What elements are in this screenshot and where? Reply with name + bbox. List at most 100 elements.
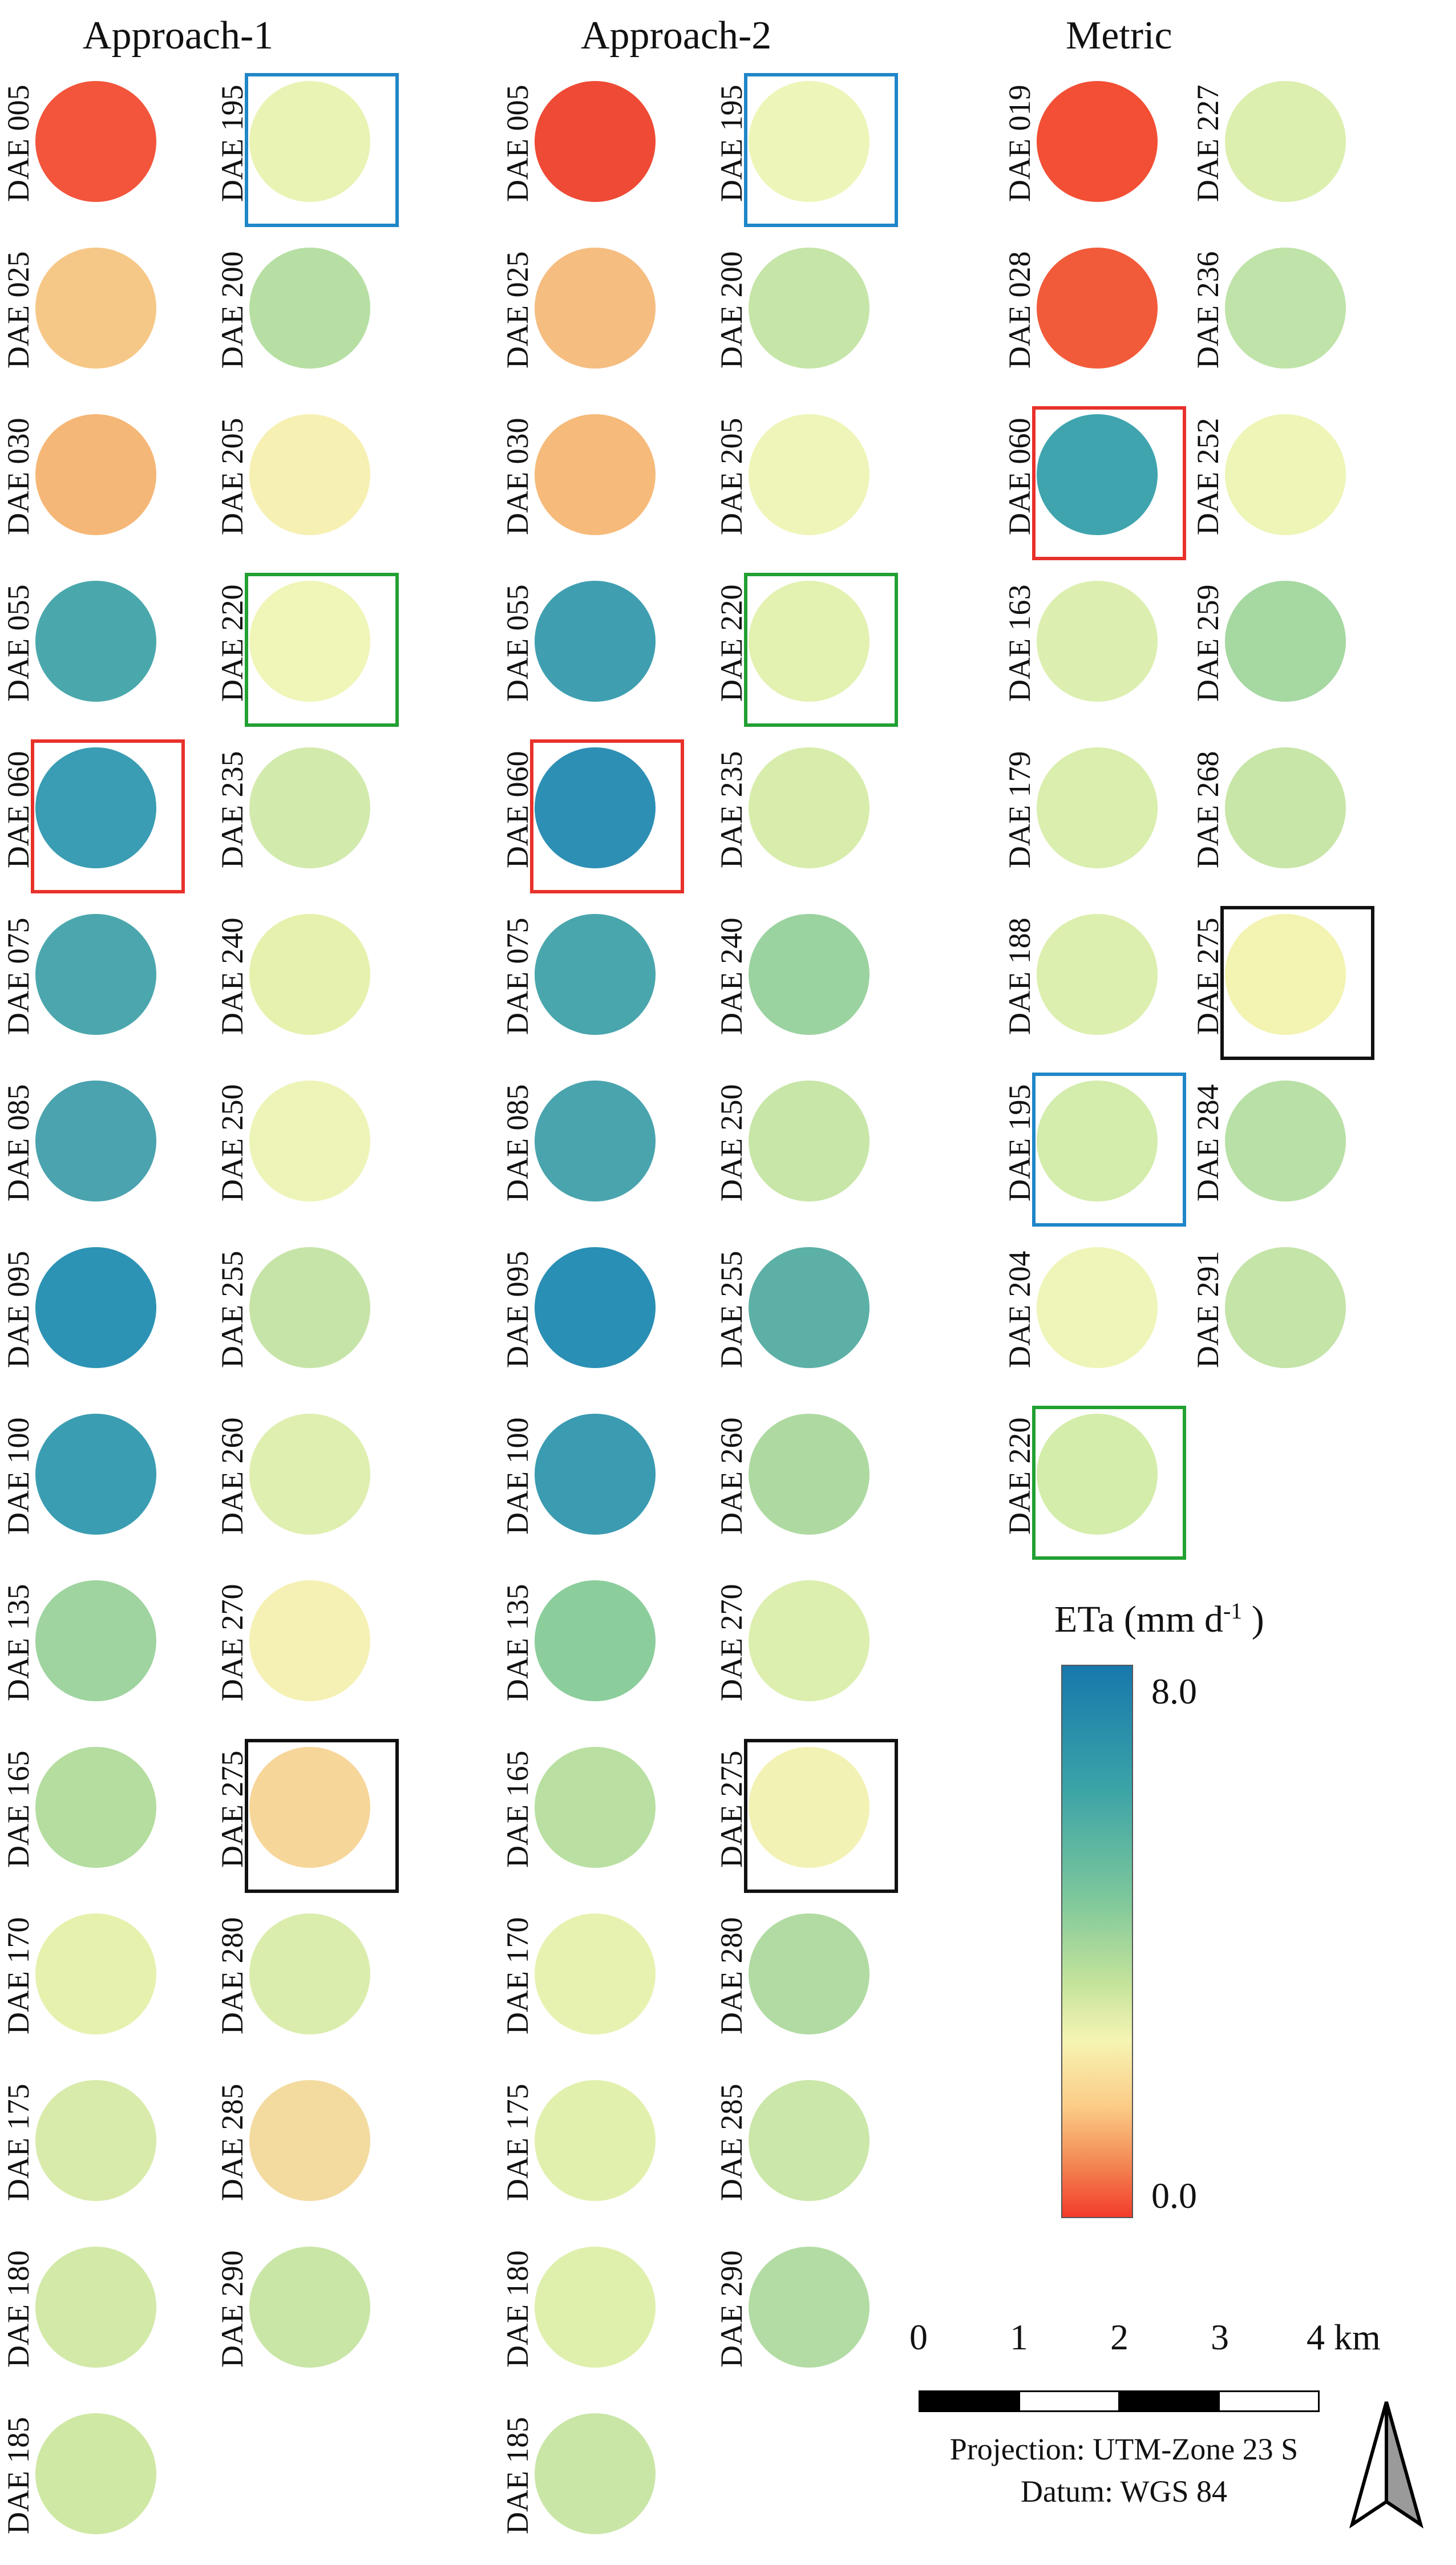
map-panel: DAE 220 xyxy=(1001,1406,1186,1565)
eta-field-map xyxy=(1037,747,1158,868)
panel-label-text: DAE 028 xyxy=(1002,251,1037,369)
eta-field-map xyxy=(535,414,656,535)
eta-field-map xyxy=(1225,1247,1346,1368)
eta-field-map xyxy=(1225,914,1346,1035)
eta-field-map xyxy=(35,1081,156,1201)
panel-label: DAE 236 xyxy=(1190,240,1226,399)
eta-field-map xyxy=(535,2413,656,2534)
north-arrow-icon xyxy=(1349,2401,1424,2528)
panel-label: DAE 290 xyxy=(713,2239,750,2398)
panel-label-text: DAE 255 xyxy=(215,1251,249,1368)
eta-field-map xyxy=(749,1913,869,2034)
panel-label: DAE 175 xyxy=(0,2072,37,2232)
map-panel: DAE 205 xyxy=(713,406,884,566)
scale-bar-segment-3 xyxy=(1118,2390,1220,2412)
eta-field-map xyxy=(35,2080,156,2201)
scale-tick-4: 4 km xyxy=(1307,2317,1381,2357)
highlight-frame xyxy=(245,1739,399,1893)
panel-label: DAE 170 xyxy=(499,1905,536,2065)
map-panel: DAE 165 xyxy=(0,1739,171,1899)
panel-label: DAE 030 xyxy=(499,406,536,566)
panel-label-text: DAE 180 xyxy=(500,2250,535,2368)
panel-label-text: DAE 195 xyxy=(714,84,749,202)
panel-label: DAE 165 xyxy=(0,1739,37,1899)
panel-label: DAE 165 xyxy=(499,1739,536,1899)
panel-label-text: DAE 165 xyxy=(1,1750,35,1868)
eta-field-map xyxy=(1037,914,1158,1035)
panel-label-text: DAE 025 xyxy=(500,251,535,369)
eta-field-map xyxy=(749,1247,869,1368)
highlight-frame xyxy=(245,573,399,727)
map-panel: DAE 085 xyxy=(0,1073,171,1232)
map-panel: DAE 220 xyxy=(214,573,399,733)
panel-label: DAE 255 xyxy=(214,1239,250,1399)
panel-label-text: DAE 260 xyxy=(714,1417,749,1535)
map-panel: DAE 075 xyxy=(499,906,670,1066)
map-panel: DAE 290 xyxy=(214,2239,385,2398)
scale-tick-1: 1 xyxy=(1010,2317,1028,2357)
eta-field-map xyxy=(749,581,869,702)
eta-field-map xyxy=(1037,414,1158,535)
legend-title-close: ) xyxy=(1242,1599,1264,1640)
panel-label: DAE 290 xyxy=(214,2239,250,2398)
eta-field-map xyxy=(749,2080,869,2201)
eta-field-map xyxy=(1225,1081,1346,1201)
panel-label-text: DAE 195 xyxy=(215,84,249,202)
eta-field-map xyxy=(1225,414,1346,535)
scale-bar-segment-2 xyxy=(1018,2390,1120,2412)
panel-label-text: DAE 220 xyxy=(1002,1417,1037,1535)
map-panel: DAE 275 xyxy=(214,1739,399,1899)
panel-label: DAE 250 xyxy=(214,1073,250,1232)
panel-label-text: DAE 075 xyxy=(1,917,35,1035)
map-panel: DAE 180 xyxy=(499,2239,670,2398)
panel-label: DAE 260 xyxy=(713,1406,750,1565)
eta-field-map xyxy=(535,1247,656,1368)
map-panel: DAE 085 xyxy=(499,1073,670,1232)
map-panel: DAE 268 xyxy=(1190,739,1361,899)
eta-field-map xyxy=(249,2247,370,2368)
highlight-frame xyxy=(530,739,684,893)
panel-label: DAE 205 xyxy=(713,406,750,566)
highlight-frame xyxy=(744,573,898,727)
panel-label: DAE 163 xyxy=(1001,573,1038,733)
eta-field-map xyxy=(749,2247,869,2368)
highlight-frame xyxy=(744,73,898,227)
legend-title-main: ETa (mm d xyxy=(1054,1599,1223,1640)
eta-field-map xyxy=(1037,581,1158,702)
panel-label: DAE 055 xyxy=(499,573,536,733)
panel-label: DAE 025 xyxy=(499,240,536,399)
eta-field-map xyxy=(1225,248,1346,369)
map-panel: DAE 227 xyxy=(1190,73,1361,233)
panel-label: DAE 085 xyxy=(0,1073,37,1232)
map-panel: DAE 005 xyxy=(0,73,171,233)
map-panel: DAE 250 xyxy=(214,1073,385,1232)
panel-label-text: DAE 275 xyxy=(215,1750,249,1868)
map-panel: DAE 060 xyxy=(499,739,684,899)
panel-label: DAE 285 xyxy=(713,2072,750,2232)
map-panel: DAE 179 xyxy=(1001,739,1172,899)
eta-field-map xyxy=(249,81,370,202)
panel-label: DAE 075 xyxy=(499,906,536,1066)
eta-field-map xyxy=(535,248,656,369)
panel-label: DAE 135 xyxy=(499,1572,536,1732)
panel-label: DAE 055 xyxy=(0,573,37,733)
eta-field-map xyxy=(1225,581,1346,702)
panel-label: DAE 188 xyxy=(1001,906,1038,1066)
map-panel: DAE 180 xyxy=(0,2239,171,2398)
map-panel: DAE 236 xyxy=(1190,240,1361,399)
map-panel: DAE 291 xyxy=(1190,1239,1361,1399)
map-panel: DAE 275 xyxy=(713,1739,898,1899)
panel-label: DAE 240 xyxy=(214,906,250,1066)
panel-label-text: DAE 220 xyxy=(215,584,249,702)
legend-min-label: 0.0 xyxy=(1151,2175,1197,2216)
map-panel: DAE 252 xyxy=(1190,406,1361,566)
eta-field-map xyxy=(35,1913,156,2034)
panel-label: DAE 085 xyxy=(499,1073,536,1232)
eta-field-map xyxy=(749,81,869,202)
panel-label-text: DAE 075 xyxy=(500,917,535,1035)
map-panel: DAE 280 xyxy=(214,1905,385,2065)
map-panel: DAE 195 xyxy=(713,73,898,233)
panel-label-text: DAE 270 xyxy=(215,1584,249,1701)
eta-field-map xyxy=(249,1081,370,1201)
panel-label-text: DAE 290 xyxy=(215,2250,249,2368)
